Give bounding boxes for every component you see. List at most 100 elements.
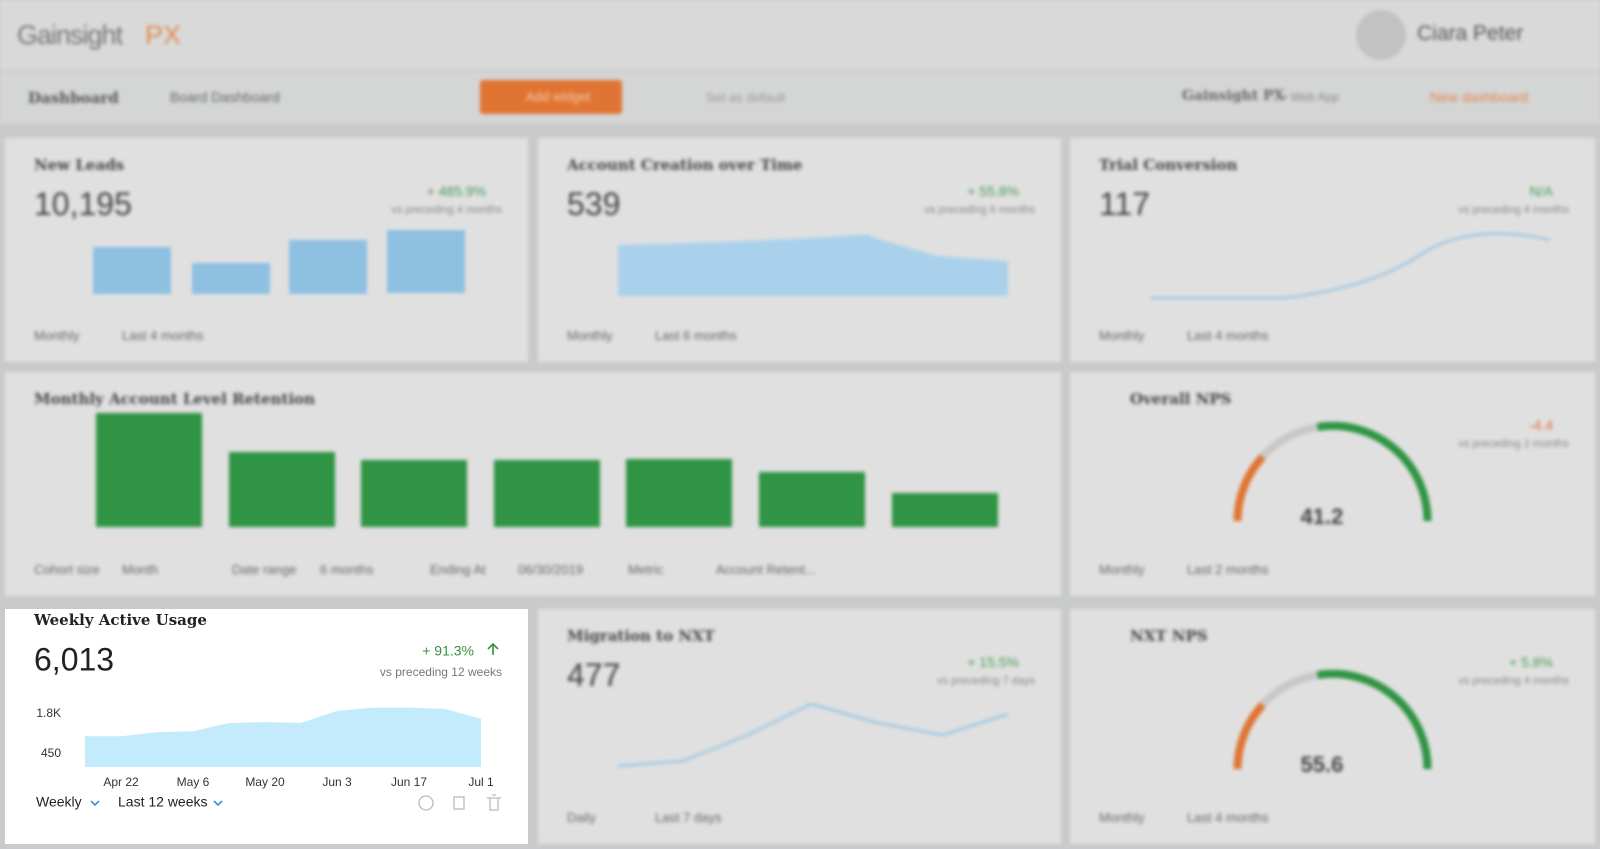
widget-filter: Last 2 months — [1187, 562, 1269, 577]
widget-compare: vs preceding 7 days — [937, 675, 1035, 687]
gauge-low — [1233, 702, 1266, 770]
gauge-high — [1316, 669, 1432, 770]
widget-filter: Last 4 months — [1187, 328, 1269, 343]
gauge-high — [1316, 421, 1432, 522]
chevron[interactable] — [90, 800, 100, 807]
widget-value: 55.6 — [1300, 752, 1344, 777]
up-arrow — [487, 642, 499, 655]
widget-filter: Daily — [567, 810, 596, 825]
widget-filter: Last 4 months — [1187, 810, 1269, 825]
copy-icon[interactable] — [453, 796, 465, 810]
widget-title: Overall NPS — [1130, 390, 1232, 408]
add-widget-button[interactable]: Add widget — [480, 80, 622, 114]
y-tick-label: 1.8K — [36, 706, 61, 720]
widget-title: Monthly Account Level Retention — [34, 390, 316, 408]
widget-filter: Monthly — [34, 328, 80, 343]
widget-filter: Last 6 months — [655, 328, 737, 343]
bar — [192, 263, 270, 294]
logo-accent: PX — [145, 20, 182, 50]
widget-change: -4.4 — [1528, 417, 1553, 433]
toolbar: Dashboard Board Dashboard Add widget Set… — [0, 72, 1600, 124]
new-dashboard[interactable]: New dashboard — [1430, 89, 1529, 105]
chart-title: Weekly Active Usage — [33, 611, 207, 629]
widget-filter: Monthly — [1099, 328, 1145, 343]
widget-filter: Month — [122, 562, 159, 577]
bar — [892, 493, 998, 527]
area — [618, 234, 1008, 296]
widget-filter: Account Retent... — [716, 562, 816, 577]
area — [85, 707, 481, 767]
compare: vs preceding 12 weeks — [380, 665, 502, 679]
widget-filter: Date range — [232, 562, 297, 577]
widget-chart — [1233, 421, 1432, 522]
gauge-low — [1233, 454, 1266, 522]
widget: Overall NPS 41.2 -4.4 vs preceding 2 months… — [1070, 372, 1595, 596]
bar — [759, 472, 865, 527]
widget-chart — [1150, 232, 1551, 299]
widget-change: + 5.8% — [1509, 654, 1553, 670]
user-name[interactable]: Ciara Peter — [1417, 22, 1524, 45]
widget-filter: 06/30/2019 — [518, 562, 584, 577]
add-widget-label: Add widget — [526, 89, 591, 104]
widget: New Leads 10,195 + 485.9% vs preceding 4 mo… — [5, 138, 528, 362]
widget-chart — [617, 702, 1009, 767]
x-tick-label: Jun 17 — [391, 775, 427, 789]
product-sub: • Web App — [1283, 90, 1340, 104]
interval-select[interactable]: Weekly — [36, 794, 82, 810]
x-tick-label: Jun 3 — [322, 775, 352, 789]
y-tick-label: 450 — [41, 746, 61, 760]
widget-title: Trial Conversion — [1099, 156, 1238, 174]
widget-change: + 15.5% — [967, 654, 1019, 670]
widget-chart — [93, 230, 465, 294]
bar — [494, 460, 600, 527]
widget-value: 10,195 — [34, 186, 132, 222]
widget-value: 117 — [1099, 186, 1151, 222]
widget-chart — [618, 234, 1008, 296]
widget-compare: vs preceding 4 months — [391, 204, 502, 216]
gauge-track — [1233, 422, 1432, 522]
delete-icon[interactable] — [487, 794, 501, 811]
header: Gainsight PX Ciara Peter — [0, 0, 1600, 70]
widget: Trial Conversion 117 N/A vs preceding 4 mon… — [1070, 138, 1595, 362]
widget: Migration to NXT 477 + 15.5% vs preceding 7… — [538, 609, 1061, 844]
widget-filter: 6 months — [320, 562, 374, 577]
bar — [361, 460, 467, 527]
widget-change: N/A — [1529, 183, 1553, 199]
widget-filter: Metric — [628, 562, 664, 577]
chevron[interactable] — [213, 800, 223, 807]
x-tick-label: Apr 22 — [103, 775, 139, 789]
widget-filter: Monthly — [1099, 810, 1145, 825]
bar — [93, 247, 171, 294]
widget-filter: Last 7 days — [655, 810, 722, 825]
widget-chart — [96, 413, 998, 527]
widget-filter: Last 4 months — [122, 328, 204, 343]
widget-change: + 485.9% — [426, 183, 486, 199]
x-tick-label: Jul 1 — [468, 775, 494, 789]
logo: Gainsight — [17, 20, 123, 50]
change: + 91.3% — [422, 643, 474, 659]
widget-title: NXT NPS — [1130, 627, 1208, 645]
bar — [96, 413, 202, 527]
widget-change: + 55.8% — [967, 183, 1019, 199]
range-select[interactable]: Last 12 weeks — [118, 794, 208, 810]
x-tick-label: May 6 — [177, 775, 210, 789]
widget-value: 477 — [567, 657, 621, 693]
gauge-track — [1233, 670, 1432, 770]
widget-compare: vs preceding 6 months — [924, 204, 1035, 216]
widget-title: New Leads — [34, 156, 125, 174]
widget-filter: Ending At — [430, 562, 486, 577]
set-default[interactable]: Set as default — [706, 90, 786, 105]
widget: Monthly Account Level Retention Cohort si… — [5, 372, 1061, 596]
headline-value: 6,013 — [34, 641, 114, 677]
line — [1150, 232, 1551, 299]
settings-icon[interactable] — [418, 795, 434, 811]
board-select[interactable]: Board Dashboard — [170, 89, 280, 105]
avatar[interactable] — [1356, 10, 1406, 60]
widget-chart — [1233, 669, 1432, 770]
line — [617, 702, 1009, 767]
widget-compare: vs preceding 4 months — [1458, 675, 1569, 687]
widget-value: 539 — [567, 186, 621, 222]
chart: Weekly Active Usage 6,013 + 91.3% vs pre… — [33, 611, 502, 811]
